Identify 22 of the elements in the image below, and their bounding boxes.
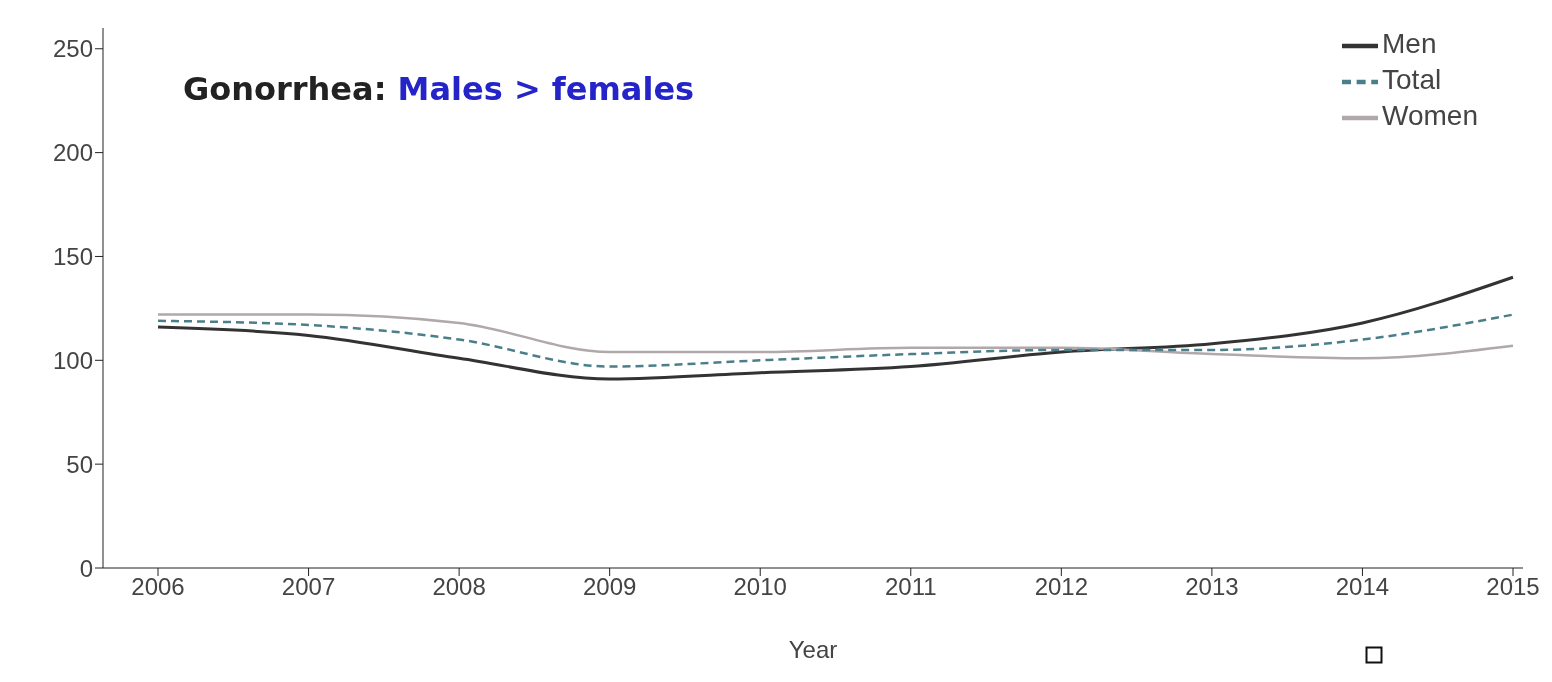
legend-label: Men bbox=[1382, 28, 1437, 60]
x-tick-label: 2011 bbox=[884, 573, 937, 601]
x-axis-title: Year bbox=[788, 636, 838, 663]
x-tick-label: 2009 bbox=[582, 573, 637, 601]
y-tick-label: 150 bbox=[52, 242, 93, 270]
x-tick-label: 2006 bbox=[131, 573, 185, 601]
x-tick-label: 2013 bbox=[1185, 573, 1239, 601]
x-tick-label: 2008 bbox=[432, 573, 486, 601]
x-tick-label: 2010 bbox=[733, 573, 787, 601]
y-tick-label: 100 bbox=[52, 346, 93, 374]
x-tick-label: 2015 bbox=[1486, 573, 1540, 601]
y-tick-label: 200 bbox=[52, 139, 93, 167]
line-series bbox=[156, 275, 1515, 381]
x-tick-label: 2014 bbox=[1335, 573, 1390, 601]
legend-label: Total bbox=[1382, 64, 1442, 96]
y-tick-label: 50 bbox=[66, 450, 93, 478]
y-tick-label: 0 bbox=[79, 554, 93, 582]
y-tick-label: 250 bbox=[52, 35, 93, 63]
legend-label: Women bbox=[1382, 100, 1478, 132]
x-tick-label: 2012 bbox=[1034, 573, 1089, 601]
text: Gonorrhea: Males > females bbox=[183, 70, 695, 108]
x-tick-label: 2007 bbox=[281, 573, 336, 601]
